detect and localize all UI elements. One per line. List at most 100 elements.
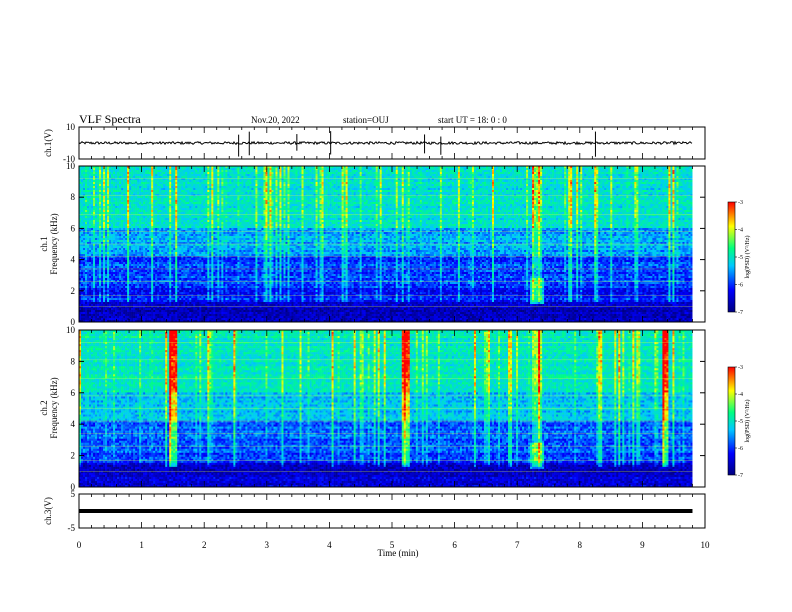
spec-cell [101, 270, 103, 272]
spec-cell [133, 208, 135, 210]
spec-cell [119, 316, 121, 318]
spec-cell [125, 252, 127, 254]
spec-cell [119, 290, 121, 292]
spec-cell [99, 208, 101, 210]
spec-cell [129, 194, 131, 196]
spec-cell [133, 232, 135, 234]
spec-cell [113, 244, 115, 246]
spec-cell [81, 218, 83, 220]
spec-cell [115, 222, 117, 224]
spec-cell [111, 182, 113, 184]
spec-cell [105, 314, 107, 316]
spec-cell [117, 276, 119, 278]
spec-cell [85, 316, 87, 318]
spec-cell [115, 314, 117, 316]
spec-cell [111, 234, 113, 236]
spec-cell [105, 288, 107, 290]
spec-cell [115, 316, 117, 318]
spec-cell [123, 276, 125, 278]
spec-cell [105, 194, 107, 196]
spec-cell [127, 220, 129, 222]
figure-title: VLF Spectra [79, 112, 141, 126]
spec-cell [133, 236, 135, 238]
spec-cell [109, 310, 111, 312]
spec-cell [95, 232, 97, 234]
spec-cell [97, 230, 99, 232]
spec-cell [87, 302, 89, 304]
spec-cell [95, 270, 97, 272]
spec-cell [95, 308, 97, 310]
spec-cell [123, 170, 125, 172]
spec-cell [129, 188, 131, 190]
spec-cell [95, 314, 97, 316]
spec-cell [129, 200, 131, 202]
spec-cell [121, 294, 123, 296]
spec-cell [111, 310, 113, 312]
spec-cell [111, 210, 113, 212]
spec-cell [113, 176, 115, 178]
spec-cell [105, 274, 107, 276]
spec-cell [109, 192, 111, 194]
spec-cell [129, 232, 131, 234]
spec-cell [93, 286, 95, 288]
spec-cell [117, 280, 119, 282]
spec-cell [111, 246, 113, 248]
spec-cell [101, 182, 103, 184]
spec-cell [89, 280, 91, 282]
spec-cell [89, 252, 91, 254]
spec-cell [93, 258, 95, 260]
spec-cell [111, 284, 113, 286]
spec-cell [81, 266, 83, 268]
spec-cell [81, 264, 83, 266]
spec-cell [107, 266, 109, 268]
spec-cell [99, 224, 101, 226]
spec-cell [125, 236, 127, 238]
spec-cell [85, 212, 87, 214]
spec-cell [85, 238, 87, 240]
spec-cell [129, 228, 131, 230]
spec-cell [125, 188, 127, 190]
spec-cell [97, 196, 99, 198]
spec-cell [105, 168, 107, 170]
spec-cell [99, 280, 101, 282]
spec-cell [87, 312, 89, 314]
spec-cell [125, 246, 127, 248]
spec-cell [89, 212, 91, 214]
spec-cell [93, 172, 95, 174]
spec-cell [125, 302, 127, 304]
spec-cell [97, 264, 99, 266]
spec-cell [125, 298, 127, 300]
spec-cell [97, 180, 99, 182]
spec-cell [111, 308, 113, 310]
spec-cell [129, 208, 131, 210]
spec-cell [83, 252, 85, 254]
spec-cell [101, 298, 103, 300]
spec-cell [89, 228, 91, 230]
spec-cell [133, 212, 135, 214]
spec-cell [81, 240, 83, 242]
spec-cell [91, 290, 93, 292]
spec-cell [99, 172, 101, 174]
spec-cell [123, 200, 125, 202]
spec-cell [123, 198, 125, 200]
spec-cell [109, 204, 111, 206]
spec-cell [133, 248, 135, 250]
spec-cell [97, 286, 99, 288]
spec-cell [117, 208, 119, 210]
spec-cell [127, 196, 129, 198]
spec-cell [85, 222, 87, 224]
spec-cell [81, 234, 83, 236]
spec-cell [115, 282, 117, 284]
spec-cell [127, 198, 129, 200]
spec-cell [121, 310, 123, 312]
spec-cell [91, 208, 93, 210]
spec-cell [127, 232, 129, 234]
spec-cell [93, 288, 95, 290]
spec-cell [85, 172, 87, 174]
spec-cell [83, 232, 85, 234]
spec-cell [101, 226, 103, 228]
spec-cell [109, 200, 111, 202]
spec-cell [97, 270, 99, 272]
spec-cell [127, 248, 129, 250]
spec-cell [115, 274, 117, 276]
